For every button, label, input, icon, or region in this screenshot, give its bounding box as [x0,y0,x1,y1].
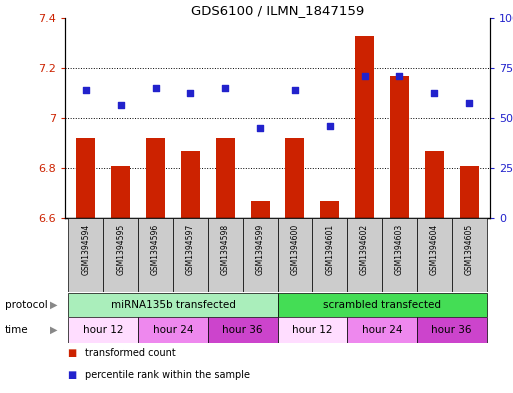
Text: hour 36: hour 36 [223,325,263,335]
Point [396,72,404,79]
Bar [68,293,278,317]
Bar [138,218,173,292]
Bar [68,218,103,292]
Bar [417,317,486,343]
Text: GSM1394599: GSM1394599 [255,224,265,275]
Point [430,90,439,96]
Text: ■: ■ [67,369,76,380]
Bar [76,138,95,218]
Bar [173,218,208,292]
Text: protocol: protocol [5,300,48,310]
Point [116,102,125,108]
Point [361,72,369,79]
Text: ▶: ▶ [50,300,57,310]
Bar [417,218,451,292]
Bar [460,165,479,218]
Bar [181,151,200,218]
Text: hour 24: hour 24 [362,325,402,335]
Text: GSM1394601: GSM1394601 [325,224,334,275]
Text: GSM1394605: GSM1394605 [465,224,473,275]
Text: ■: ■ [67,348,76,358]
Bar [215,138,235,218]
Text: GSM1394603: GSM1394603 [395,224,404,275]
Bar [250,200,270,218]
Bar [243,218,278,292]
Text: GSM1394598: GSM1394598 [221,224,230,275]
Bar [68,317,138,343]
Bar [390,75,409,218]
Text: percentile rank within the sample: percentile rank within the sample [85,369,250,380]
Text: hour 24: hour 24 [153,325,193,335]
Text: time: time [5,325,29,335]
Bar [208,317,278,343]
Title: GDS6100 / ILMN_1847159: GDS6100 / ILMN_1847159 [191,4,364,17]
Text: miRNA135b transfected: miRNA135b transfected [111,300,235,310]
Bar [355,35,374,218]
Bar [278,218,312,292]
Point [186,90,194,96]
Text: GSM1394595: GSM1394595 [116,224,125,275]
Text: GSM1394602: GSM1394602 [360,224,369,275]
Bar [425,151,444,218]
Bar [285,138,305,218]
Text: scrambled transfected: scrambled transfected [323,300,441,310]
Text: GSM1394600: GSM1394600 [290,224,300,275]
Bar [347,317,417,343]
Point [82,87,90,94]
Text: hour 12: hour 12 [292,325,332,335]
Text: GSM1394597: GSM1394597 [186,224,195,275]
Bar [146,138,165,218]
Bar [382,218,417,292]
Text: GSM1394594: GSM1394594 [82,224,90,275]
Bar [208,218,243,292]
Text: transformed count: transformed count [85,348,175,358]
Bar [138,317,208,343]
Bar [347,218,382,292]
Bar [451,218,486,292]
Bar [111,165,130,218]
Text: hour 36: hour 36 [431,325,472,335]
Text: hour 12: hour 12 [83,325,124,335]
Text: GSM1394604: GSM1394604 [430,224,439,275]
Point [326,122,334,129]
Point [465,100,473,106]
Point [151,85,160,91]
Text: GSM1394596: GSM1394596 [151,224,160,275]
Bar [103,218,138,292]
Text: ▶: ▶ [50,325,57,335]
Point [256,125,264,131]
Bar [278,317,347,343]
Bar [320,200,339,218]
Point [221,85,229,91]
Bar [312,218,347,292]
Bar [278,293,486,317]
Point [291,87,299,94]
